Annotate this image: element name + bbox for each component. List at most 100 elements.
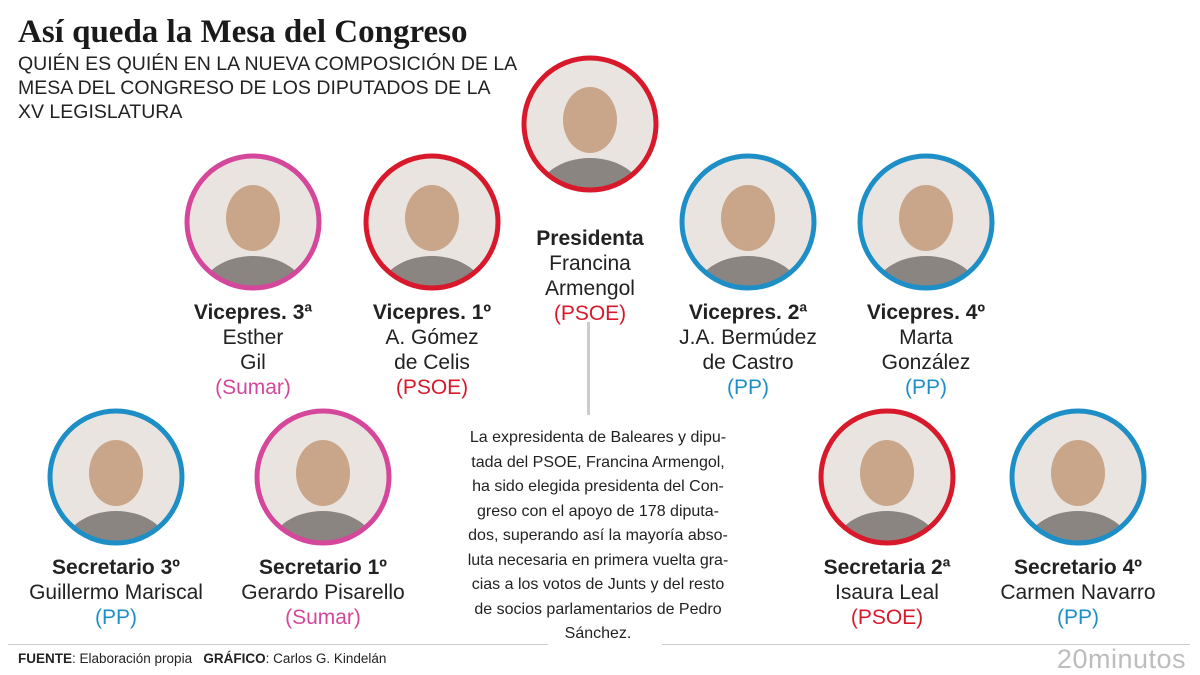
member-name: de Celis [394,351,470,374]
paragraph-line: Sánchez. [564,625,632,642]
photo [254,408,392,546]
party: (PSOE) [850,606,924,629]
member: Presidenta Francina Armengol (PSOE) [470,54,710,326]
member-name: Gil [240,351,266,374]
paragraph-line: dos, superando así la mayoría abso- [468,527,728,544]
photo-content [823,413,951,541]
member-name: Armengol [545,277,635,300]
silhouette-body [201,256,305,286]
party: (PP) [905,376,947,399]
connector [587,322,590,415]
silhouette-head [860,440,914,506]
silhouette-body [271,511,375,541]
member-name: Francina [549,252,631,275]
paragraph-line: ha sido elegida presidenta del Con- [472,478,724,495]
member-name: Gerardo Pisarello [241,581,405,604]
paragraph: La expresidenta de Baleares y dipu-tada … [428,426,768,647]
photo-ring [857,153,995,291]
silhouette-body [696,256,800,286]
photo [47,408,185,546]
role: Secretario 3º [52,556,180,579]
member: Secretario 4º Carmen Navarro (PP) [958,407,1198,630]
source: : Elaboración propia [72,651,193,666]
silhouette-head [1051,440,1105,506]
rule [662,644,1190,645]
silhouette-head [721,185,775,251]
photo-ring [47,408,185,546]
member-name: Esther [222,326,284,349]
silhouette-body [380,256,484,286]
party: (PP) [1057,606,1099,629]
footer: FUENTE: Elaboración propia GRÁFICO: Carl… [18,651,386,666]
member-name: Isaura Leal [835,581,939,604]
photo-content [862,158,990,286]
role: Secretario 4º [1014,556,1142,579]
silhouette-head [296,440,350,506]
photo-ring [1009,408,1147,546]
photo-content [684,158,812,286]
silhouette-head [899,185,953,251]
party: (PSOE) [553,302,627,325]
paragraph-line: cias a los votos de Junts y del resto [471,576,725,593]
photo-ring [363,153,501,291]
photo-content [52,413,180,541]
paragraph-line: luta necesaria en primera vuelta gra- [467,551,729,569]
silhouette-head [89,440,143,506]
role: Vicepres. 3ª [193,301,313,324]
member: Vicepres. 2ª J.A. Bermúdez de Castro (PP) [628,152,868,400]
paragraph-line: tada del PSOE, Francina Armengol, [471,453,725,471]
silhouette-head [405,185,459,251]
role: Presidenta [536,227,644,250]
photo-ring [184,153,322,291]
photo [679,153,817,291]
subtitle: QUIÉN ES QUIÉN EN LA NUEVA COMPOSICIÓN D… [18,53,517,123]
photo [184,153,322,291]
party: (Sumar) [215,376,291,399]
rule [8,644,548,645]
member-name: Carmen Navarro [1000,581,1156,604]
member: Vicepres. 3ª Esther Gil (Sumar) [133,152,373,400]
role: Secretario 1º [259,556,387,579]
photo-ring [254,408,392,546]
member-name: A. Gómez [385,326,479,349]
member-name: Guillermo Mariscal [29,581,203,604]
member-name: González [881,351,971,374]
silhouette-body [1026,511,1130,541]
silhouette-head [563,87,617,153]
member-name: Marta [899,326,953,349]
photo-content [259,413,387,541]
paragraph-line: de socios parlamentarios de Pedro [474,600,722,618]
party: (PP) [95,606,137,629]
paragraph-line: La expresidenta de Baleares y dipu- [469,429,727,446]
source-label: FUENTE [18,651,72,666]
silhouette-body [835,511,939,541]
silhouette-body [64,511,168,541]
member: Secretaria 2ª Isaura Leal (PSOE) [767,407,1007,630]
role: Vicepres. 4º [866,301,986,324]
member: Vicepres. 1º A. Gómez de Celis (PSOE) [312,152,552,400]
silhouette-head [226,185,280,251]
role: Vicepres. 2ª [688,301,808,324]
photo-content [189,158,317,286]
party: (PSOE) [395,376,469,399]
party: (Sumar) [285,606,361,629]
photo [818,408,956,546]
member: Secretario 1º Gerardo Pisarello (Sumar) [203,407,443,630]
role: Vicepres. 1º [372,301,492,324]
photo-ring [818,408,956,546]
silhouette-body [874,256,978,286]
member: Vicepres. 4º Marta González (PP) [806,152,1046,400]
graphic: : Carlos G. Kindelán [265,651,387,666]
photo-ring [679,153,817,291]
silhouette-body [538,158,642,188]
member: Secretario 3º Guillermo Mariscal (PP) [0,407,236,630]
member-name: de Castro [702,351,794,374]
photo [857,153,995,291]
logo: 20minutos [1056,644,1186,674]
role: Secretaria 2ª [823,556,951,579]
title: Así queda la Mesa del Congreso [18,14,468,50]
photo [521,55,659,193]
photo-content [1014,413,1142,541]
party: (PP) [727,376,769,399]
